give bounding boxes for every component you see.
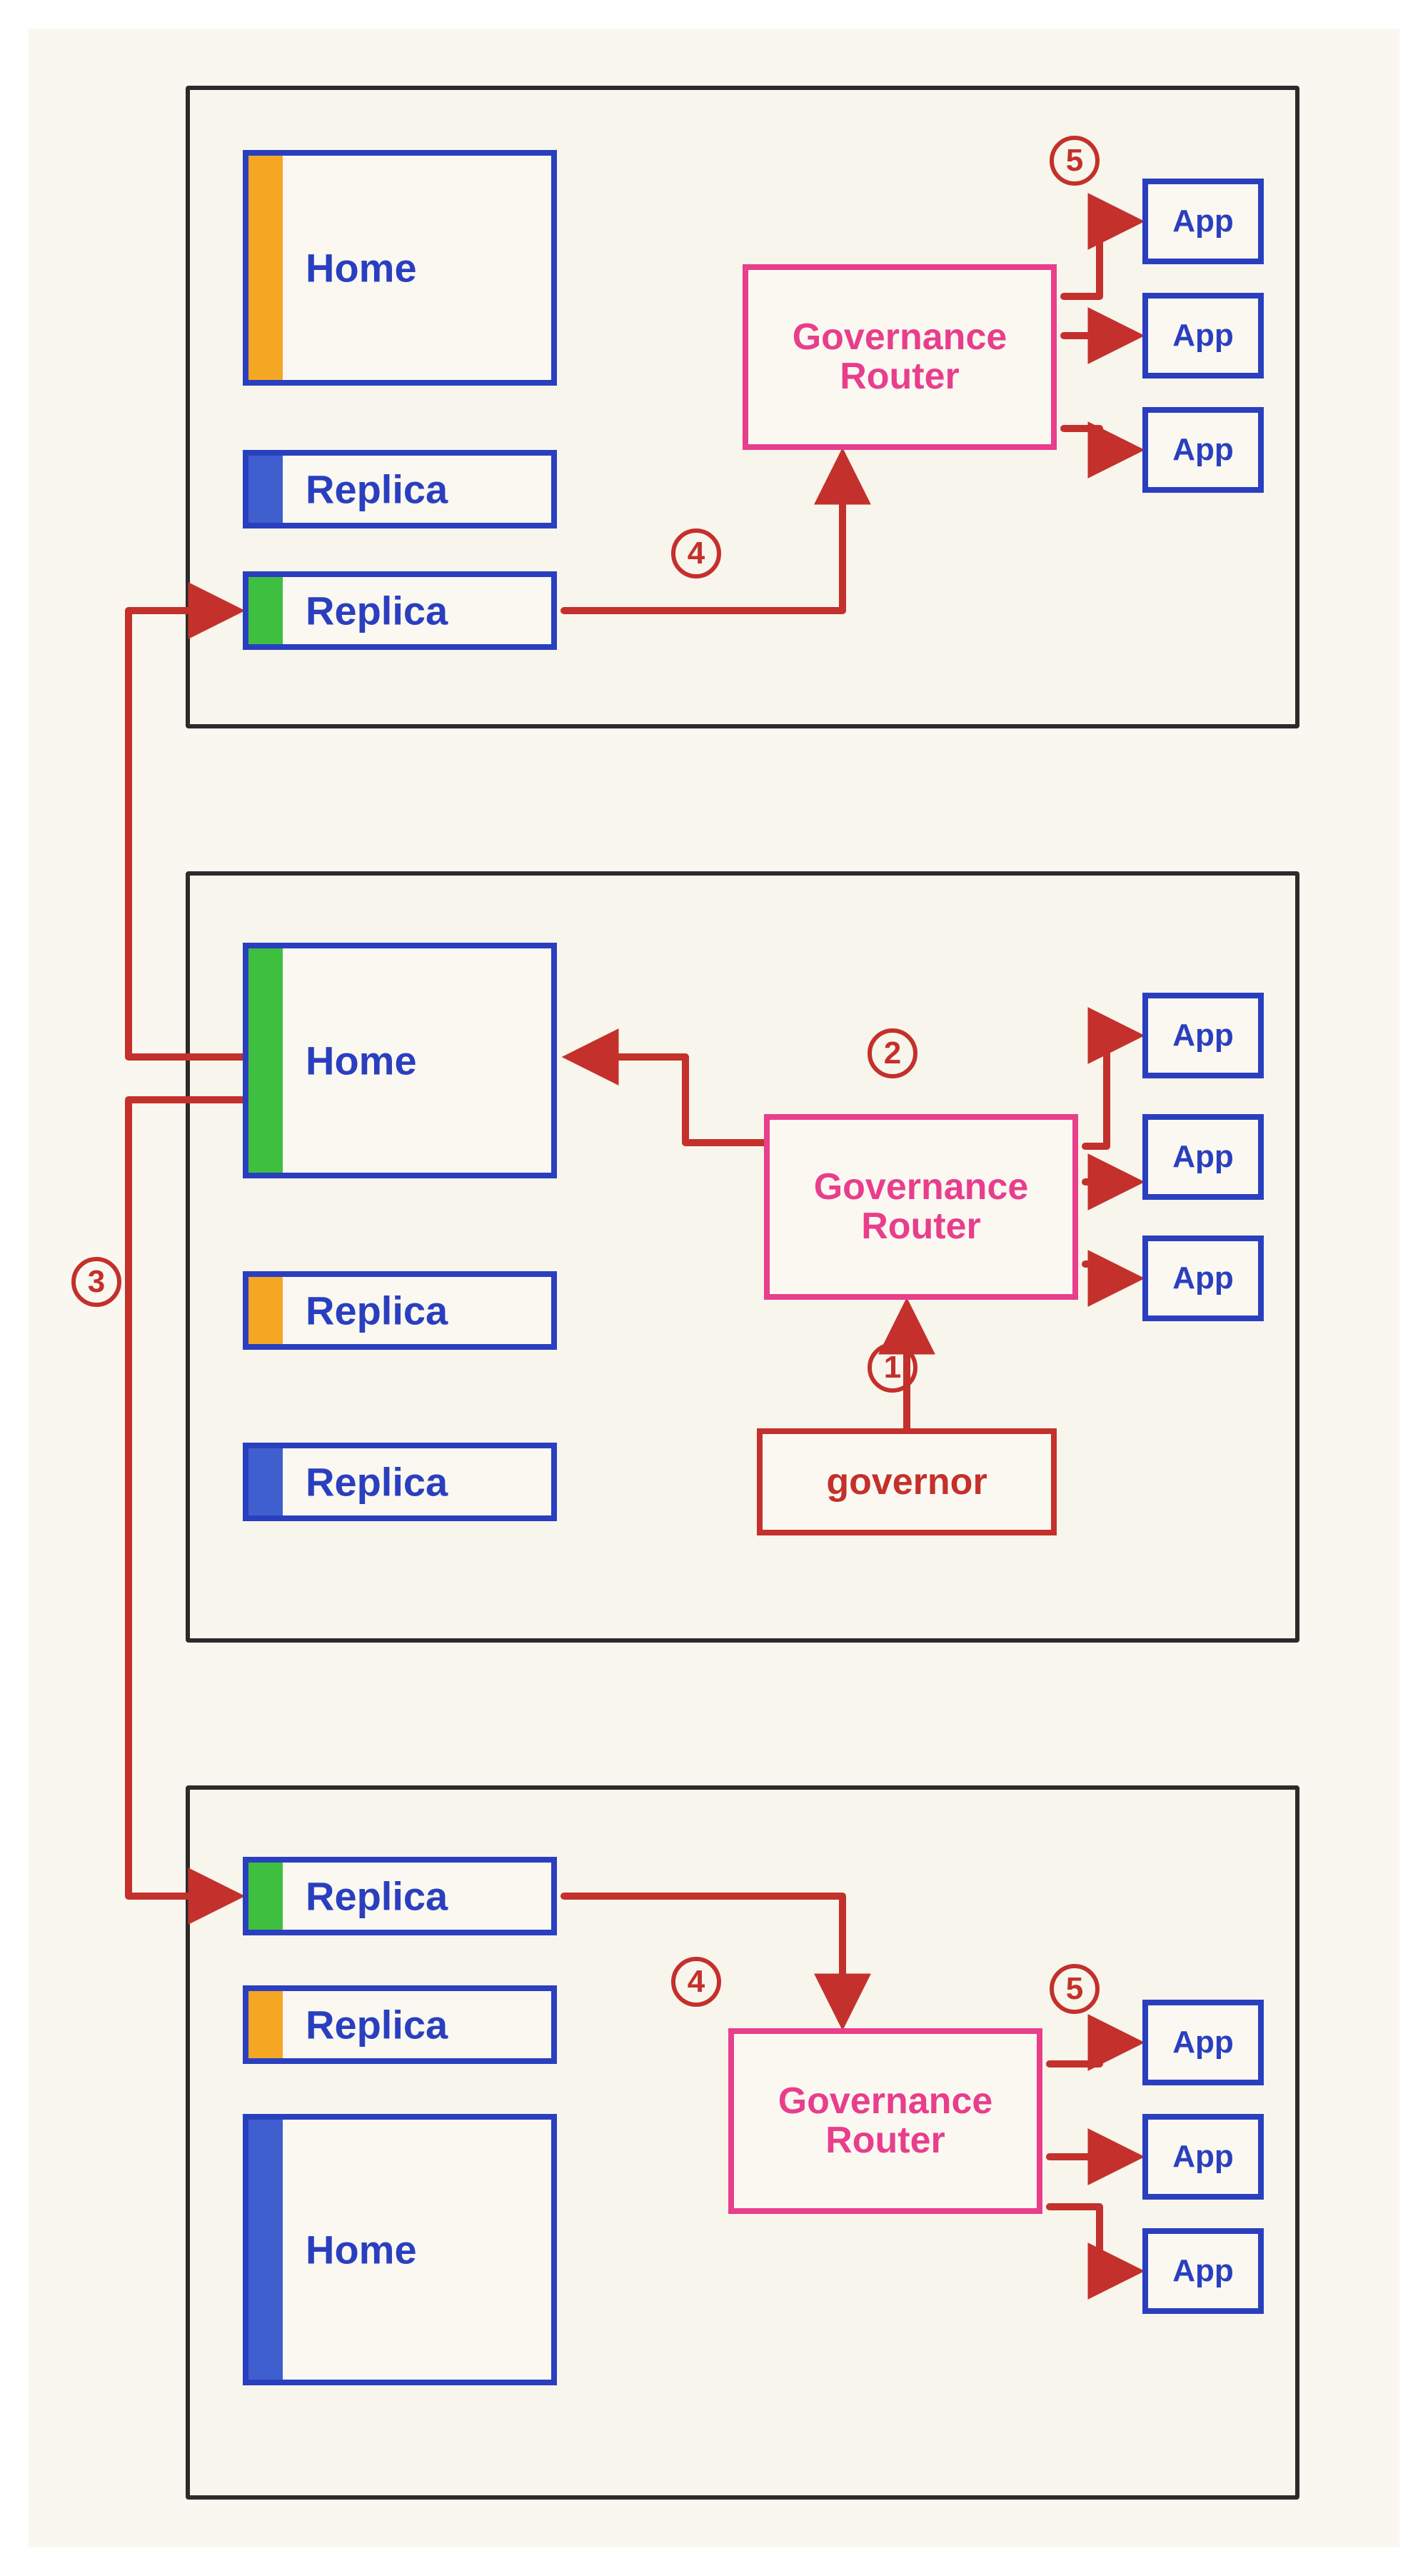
app-bottom-2: App: [1142, 2114, 1264, 2200]
middle-home: Home: [243, 943, 557, 1178]
diagram-canvas: Home Replica Replica Governance Router H…: [29, 29, 1399, 2547]
top-home: Home: [243, 150, 557, 386]
step-2: 2: [868, 1028, 917, 1078]
app-middle-3-label: App: [1172, 1261, 1234, 1296]
top-home-label: Home: [248, 245, 551, 291]
bottom-replica-1-label: Replica: [248, 1873, 551, 1920]
bottom-router: Governance Router: [728, 2028, 1042, 2214]
bottom-replica-2: Replica: [243, 1985, 557, 2064]
app-bottom-3: App: [1142, 2228, 1264, 2314]
bottom-home: Home: [243, 2114, 557, 2385]
middle-router-line1: Governance: [814, 1168, 1029, 1207]
app-bottom-2-label: App: [1172, 2139, 1234, 2175]
top-replica-1: Replica: [243, 450, 557, 528]
app-top-1-label: App: [1172, 204, 1234, 239]
top-router-line2: Router: [793, 357, 1007, 396]
top-replica-1-label: Replica: [248, 466, 551, 513]
app-top-3: App: [1142, 407, 1264, 493]
middle-router: Governance Router: [764, 1114, 1078, 1300]
bottom-replica-2-label: Replica: [248, 2002, 551, 2048]
app-top-2: App: [1142, 293, 1264, 379]
step-4-bottom: 4: [671, 1957, 721, 2007]
step-3: 3: [71, 1257, 121, 1307]
bottom-router-line1: Governance: [778, 2082, 993, 2121]
bottom-router-line2: Router: [778, 2121, 993, 2160]
bottom-replica-1: Replica: [243, 1857, 557, 1935]
app-middle-2: App: [1142, 1114, 1264, 1200]
middle-home-label: Home: [248, 1038, 551, 1084]
step-1: 1: [868, 1343, 917, 1393]
app-bottom-1-label: App: [1172, 2025, 1234, 2060]
app-middle-1-label: App: [1172, 1018, 1234, 1053]
middle-replica-1: Replica: [243, 1271, 557, 1350]
app-bottom-3-label: App: [1172, 2253, 1234, 2289]
app-middle-3: App: [1142, 1236, 1264, 1321]
step-4-top: 4: [671, 528, 721, 578]
middle-replica-1-label: Replica: [248, 1288, 551, 1334]
app-middle-1: App: [1142, 993, 1264, 1078]
top-router: Governance Router: [743, 264, 1057, 450]
step-5-bottom: 5: [1050, 1964, 1100, 2014]
app-bottom-1: App: [1142, 2000, 1264, 2085]
middle-replica-2: Replica: [243, 1443, 557, 1521]
top-router-line1: Governance: [793, 318, 1007, 357]
top-replica-2-label: Replica: [248, 588, 551, 634]
governor-box: governor: [757, 1428, 1057, 1535]
app-middle-2-label: App: [1172, 1139, 1234, 1175]
app-top-1: App: [1142, 179, 1264, 264]
bottom-home-label: Home: [248, 2227, 551, 2273]
middle-router-line2: Router: [814, 1207, 1029, 1246]
top-replica-2: Replica: [243, 571, 557, 650]
app-top-2-label: App: [1172, 318, 1234, 354]
middle-replica-2-label: Replica: [248, 1459, 551, 1505]
app-top-3-label: App: [1172, 432, 1234, 468]
step-5-top: 5: [1050, 136, 1100, 186]
governor-label: governor: [826, 1460, 987, 1503]
